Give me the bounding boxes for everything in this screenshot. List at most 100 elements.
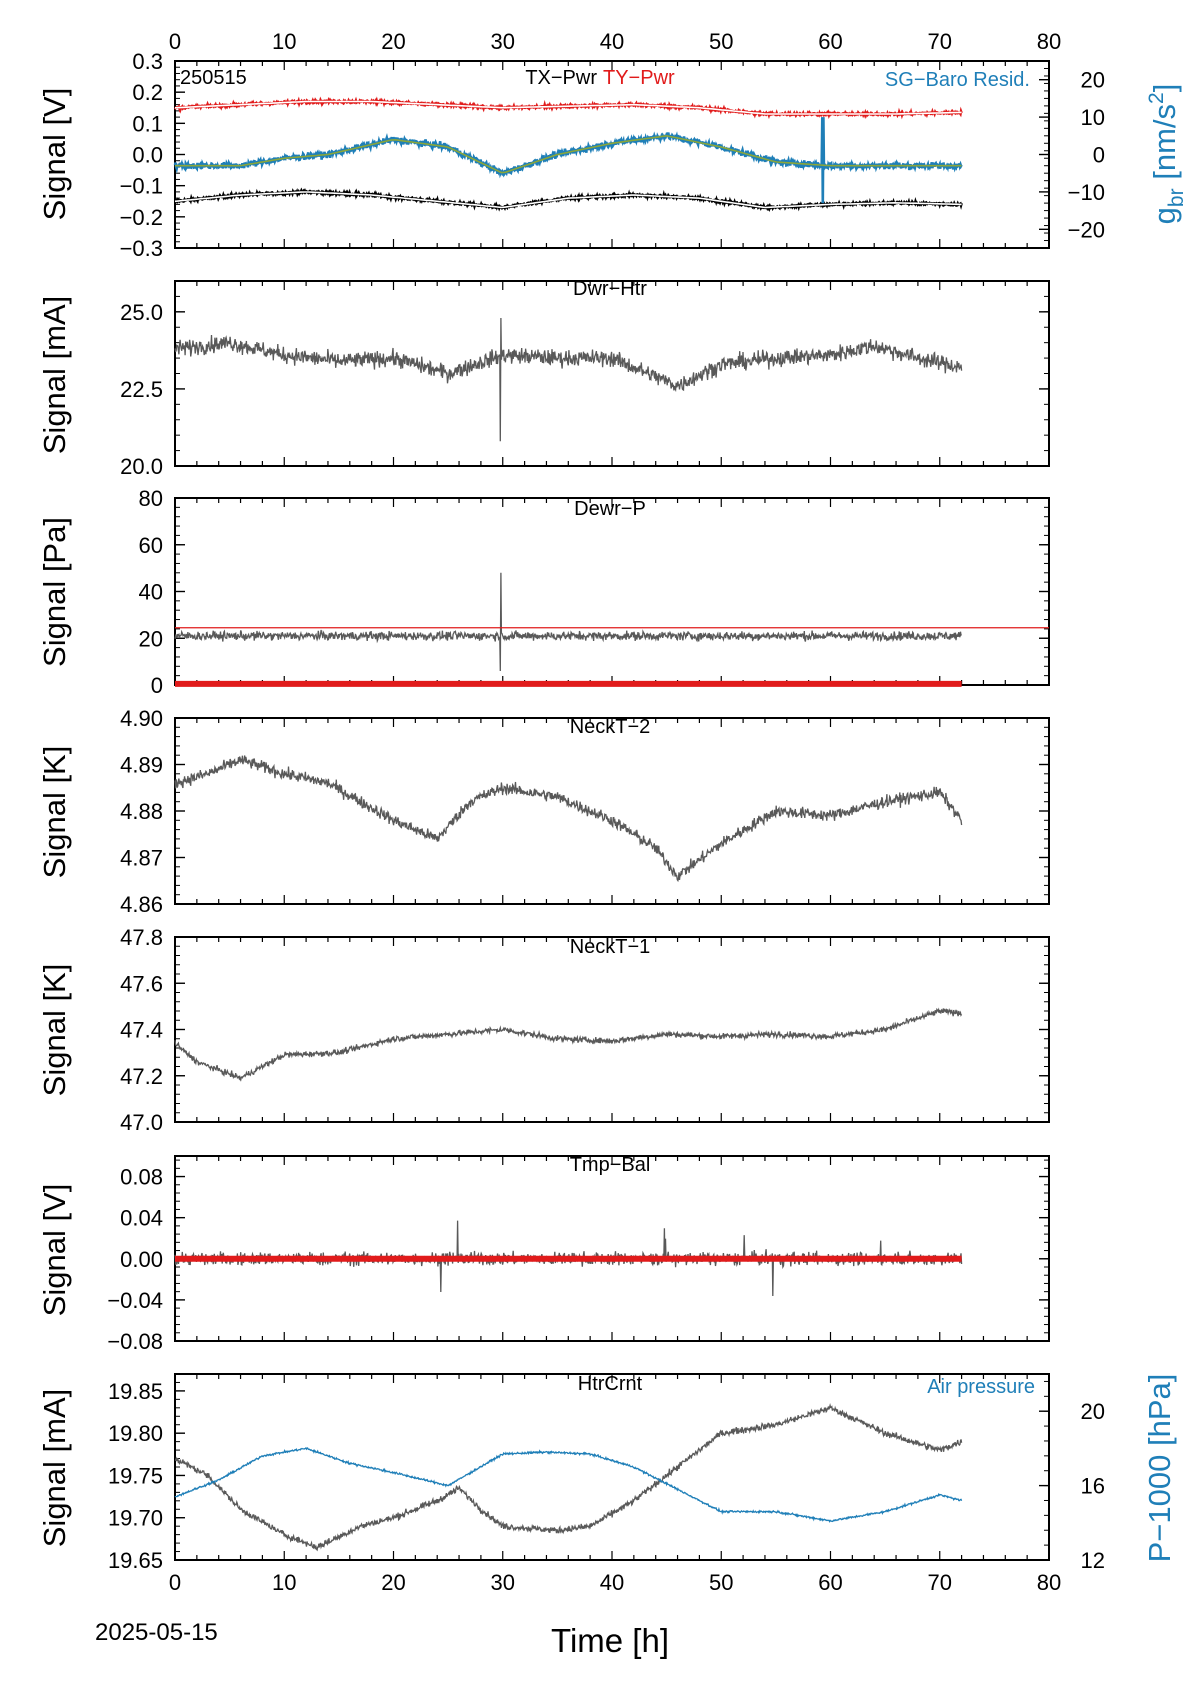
panel-frame <box>174 497 1050 686</box>
panel-frame <box>174 1373 1050 1561</box>
top-x-tick-label: 80 <box>1037 29 1061 54</box>
ylabel-dewrp: Signal [Pa] <box>37 517 72 667</box>
x-axis-label: Time [h] <box>551 1622 669 1659</box>
panels: −0.3−0.2−0.10.00.10.20.3−20−100102020.02… <box>107 49 1105 1595</box>
ylabel-neckt1: Signal [K] <box>37 964 72 1097</box>
y-tick-label: 0.2 <box>132 80 163 105</box>
y-tick-label: 4.87 <box>120 846 163 871</box>
y-tick-label: −0.2 <box>120 205 163 230</box>
y-tick-label: 60 <box>139 533 163 558</box>
y-tick-label: 0.04 <box>120 1206 163 1231</box>
panel-frame <box>174 280 1050 467</box>
series-line <box>174 572 963 672</box>
panel-title-dwr-htr: Dwr−Htr <box>573 278 647 300</box>
y-tick-label: 80 <box>139 486 163 511</box>
top-x-tick-label: 40 <box>600 29 624 54</box>
y-tick-label: 47.0 <box>120 1110 163 1135</box>
y-tick-label: −0.3 <box>120 236 163 261</box>
series-line <box>174 1446 963 1523</box>
top-x-tick-labels: 0 10 20 30 40 50 60 70 80 <box>169 29 1061 54</box>
ylabel-tmpbal: Signal [V] <box>37 1184 72 1317</box>
series-smooth-line <box>174 100 962 115</box>
panel-title-dewr-p: Dewr−P <box>574 498 646 520</box>
panel-title-air-pressure: Air pressure <box>927 1376 1035 1398</box>
y2-tick-label: −10 <box>1068 180 1105 205</box>
top-x-tick-label: 70 <box>928 29 952 54</box>
top-x-tick-label: 60 <box>818 29 842 54</box>
y-tick-label: 25.0 <box>120 300 163 325</box>
y-tick-label: 0 <box>151 673 163 698</box>
y2-tick-label: 16 <box>1081 1474 1105 1499</box>
panel-dewrp: 0 20 40 60 80 <box>139 486 1050 698</box>
y-tick-label: 22.5 <box>120 377 163 402</box>
y-tick-label: 40 <box>139 580 163 605</box>
y-tick-label: 0.00 <box>120 1247 163 1272</box>
y-tick-label: 47.6 <box>120 971 163 996</box>
date-label: 2025-05-15 <box>95 1619 218 1646</box>
series-smooth-line <box>174 191 962 209</box>
panel-title-tx-pwr: TX−Pwr <box>525 67 597 89</box>
top-x-tick-label: 30 <box>491 29 515 54</box>
y-tick-label: 47.8 <box>120 925 163 950</box>
panel-title-ty-pwr: TY−Pwr <box>603 67 675 89</box>
y2label-gbr: gbr [nm/s2] <box>1145 84 1188 225</box>
y2-tick-label: 20 <box>1081 1399 1105 1424</box>
y2-tick-label: 12 <box>1081 1548 1105 1573</box>
panel-title-tmp-bal: Tmp−Bal <box>570 1154 651 1176</box>
y2-tick-label: 0 <box>1093 143 1105 168</box>
y-tick-label: 0.3 <box>132 49 163 74</box>
panel-tag-250515: 250515 <box>180 67 247 89</box>
panel-neckt1: 47.0 47.2 47.4 47.6 47.8 <box>120 925 1050 1135</box>
x-tick-label: 80 <box>1037 1570 1061 1595</box>
panel-title-neckt-1: NeckT−1 <box>570 936 651 958</box>
panel-neckt2: 4.86 4.87 4.88 4.89 4.90 <box>120 706 1050 917</box>
panel-tmpbal: −0.08 −0.04 0.00 0.04 0.08 <box>107 1155 1050 1354</box>
y-tick-label: −0.08 <box>107 1329 163 1354</box>
y-tick-label: 19.85 <box>108 1379 163 1404</box>
panel-frame <box>174 936 1050 1123</box>
y-tick-label: 4.89 <box>120 753 163 778</box>
panel-pwr: −0.3 −0.2 −0.1 0.0 0.1 0.2 0.3 −20 −10 0 10 20 <box>120 49 1105 261</box>
x-tick-label: 50 <box>709 1570 733 1595</box>
top-x-tick-label: 20 <box>381 29 405 54</box>
panel-title-htrcrnt: HtrCrnt <box>578 1373 643 1395</box>
x-tick-label: 20 <box>381 1570 405 1595</box>
top-x-tick-label: 0 <box>169 29 181 54</box>
ylabel-htrcrnt: Signal [mA] <box>37 1389 72 1548</box>
ylabel-pwr: Signal [V] <box>37 88 72 221</box>
x-tick-label: 70 <box>928 1570 952 1595</box>
y-tick-label: 20 <box>139 626 163 651</box>
y-tick-label: −0.1 <box>120 174 163 199</box>
y-tick-label: 19.70 <box>108 1506 163 1531</box>
panel-dwrhtr: 20.0 22.5 25.0 <box>120 280 1050 479</box>
panel-title-neckt-2: NeckT−2 <box>570 716 651 738</box>
y-tick-label: 19.65 <box>108 1548 163 1573</box>
series-line <box>174 755 963 883</box>
series-smooth-line <box>175 134 962 174</box>
y-tick-label: 19.80 <box>108 1421 163 1446</box>
y-tick-label: 47.4 <box>120 1018 163 1043</box>
y-tick-label: −0.04 <box>107 1288 163 1313</box>
x-tick-label: 0 <box>169 1570 181 1595</box>
y2-tick-label: 20 <box>1081 68 1105 93</box>
y2-tick-label: 10 <box>1081 105 1105 130</box>
panel-title-sg-baro-resid: SG−Baro Resid. <box>885 69 1030 91</box>
y-tick-label: 19.75 <box>108 1463 163 1488</box>
series-line <box>174 317 963 442</box>
y-tick-label: 4.86 <box>120 892 163 917</box>
panel-frame <box>174 1155 1050 1342</box>
panel-htrcrnt: 19.65 19.70 19.75 19.80 19.85 12 16 20 0 10 20 30 40… <box>108 1373 1105 1595</box>
top-x-tick-label: 10 <box>272 29 296 54</box>
y2label-air-pressure: P−1000 [hPa] <box>1142 1374 1177 1563</box>
y-tick-label: 4.88 <box>120 799 163 824</box>
x-tick-label: 40 <box>600 1570 624 1595</box>
ylabel-neckt2: Signal [K] <box>37 746 72 879</box>
x-tick-label: 30 <box>491 1570 515 1595</box>
x-tick-label: 60 <box>818 1570 842 1595</box>
y-tick-label: 0.0 <box>132 143 163 168</box>
y-tick-label: 0.08 <box>120 1165 163 1190</box>
top-x-tick-label: 50 <box>709 29 733 54</box>
y-tick-label: 4.90 <box>120 706 163 731</box>
x-tick-label: 10 <box>272 1570 296 1595</box>
